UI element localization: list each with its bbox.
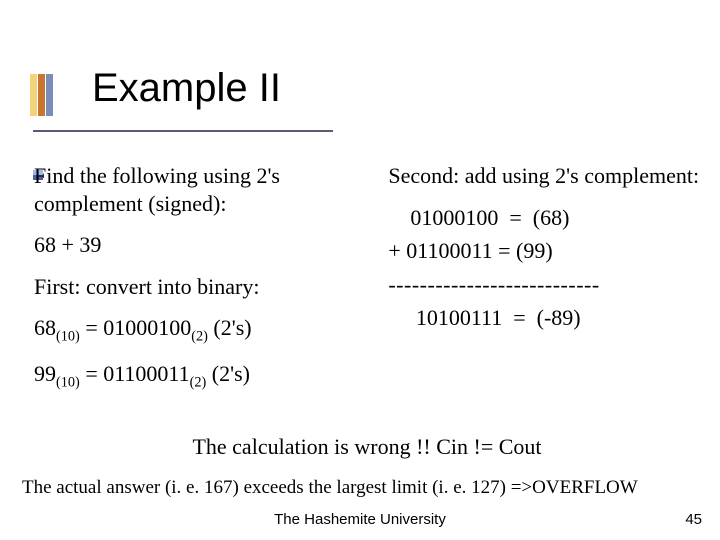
calc-row-2: + 01100011 = (99)	[388, 237, 700, 265]
calc-row-3: 10100111 = (-89)	[388, 304, 700, 332]
left-column: Find the following using 2's complement …	[34, 162, 358, 407]
conv1-bin: = 01000100	[80, 315, 191, 340]
right-column: Second: add using 2's complement: 010001…	[388, 162, 700, 407]
first-label: First: convert into binary:	[34, 273, 358, 301]
calc-divider: ---------------------------	[388, 271, 700, 299]
title-underline	[33, 130, 333, 132]
conv2-num: 99	[34, 361, 56, 386]
conversion-1: 68(10) = 01000100(2) (2's)	[34, 314, 358, 346]
conv1-num: 68	[34, 315, 56, 340]
conv2-base2: (2)	[190, 375, 207, 391]
conversion-2: 99(10) = 01100011(2) (2's)	[34, 360, 358, 392]
conv2-bin: = 01100011	[80, 361, 190, 386]
conv1-note: (2's)	[208, 315, 252, 340]
second-label: Second: add using 2's complement:	[388, 162, 700, 190]
footer-university: The Hashemite University	[0, 511, 720, 528]
slide-title: Example II	[92, 66, 281, 111]
intro-text: Find the following using 2's complement …	[34, 162, 358, 217]
conv2-note: (2's)	[206, 361, 250, 386]
conv2-base: (10)	[56, 375, 80, 391]
title-stripes	[30, 74, 54, 121]
title-block: Example II	[30, 74, 54, 121]
conv1-base: (10)	[56, 328, 80, 344]
conv1-base2: (2)	[191, 328, 208, 344]
page-number: 45	[685, 511, 702, 528]
overflow-text: The actual answer (i. e. 167) exceeds th…	[22, 476, 700, 500]
conclusion-text: The calculation is wrong !! Cin != Cout	[34, 433, 700, 461]
expression: 68 + 39	[34, 231, 358, 259]
slide-content: Find the following using 2's complement …	[34, 162, 700, 500]
calc-row-1: 01000100 = (68)	[388, 204, 700, 232]
